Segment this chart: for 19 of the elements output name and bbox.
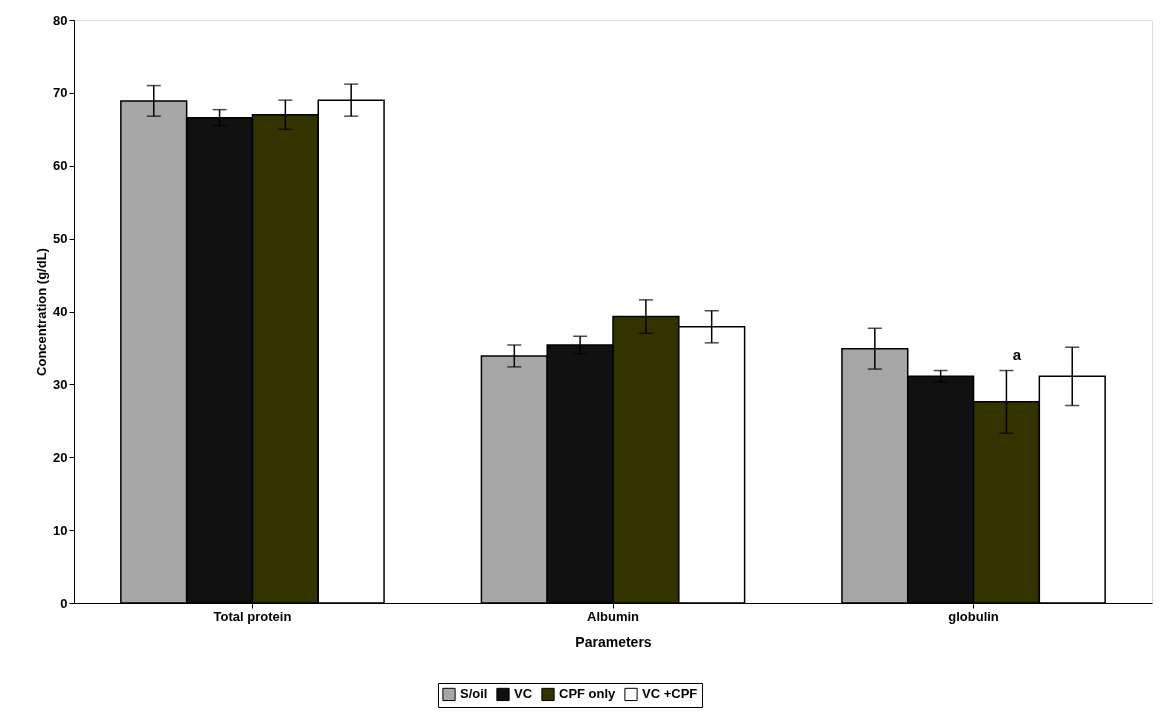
y-tick-label: 40 bbox=[53, 304, 68, 319]
legend-label: CPF only bbox=[559, 686, 617, 702]
x-tick-label: globulin bbox=[948, 608, 999, 624]
legend-label: VC bbox=[514, 686, 533, 702]
y-tick-label: 80 bbox=[53, 12, 68, 28]
y-tick-label: 70 bbox=[53, 85, 68, 101]
legend-label: VC +CPF bbox=[642, 686, 698, 702]
y-axis-title: Concentration (g/dL) bbox=[34, 248, 50, 376]
y-tick-label: 50 bbox=[53, 231, 68, 247]
y-tick-label: 30 bbox=[53, 376, 68, 392]
annotation: a bbox=[1012, 346, 1022, 363]
y-tick-label: 0 bbox=[60, 595, 68, 611]
y-tick-label: 20 bbox=[53, 449, 68, 465]
legend-label: S/oil bbox=[460, 686, 488, 702]
y-tick-label: 10 bbox=[53, 522, 68, 538]
x-axis-title: Parameters bbox=[575, 633, 652, 650]
x-tick-label: Albumin bbox=[587, 608, 640, 624]
x-tick-label: Total protein bbox=[213, 608, 292, 624]
y-tick-label: 60 bbox=[53, 158, 68, 174]
